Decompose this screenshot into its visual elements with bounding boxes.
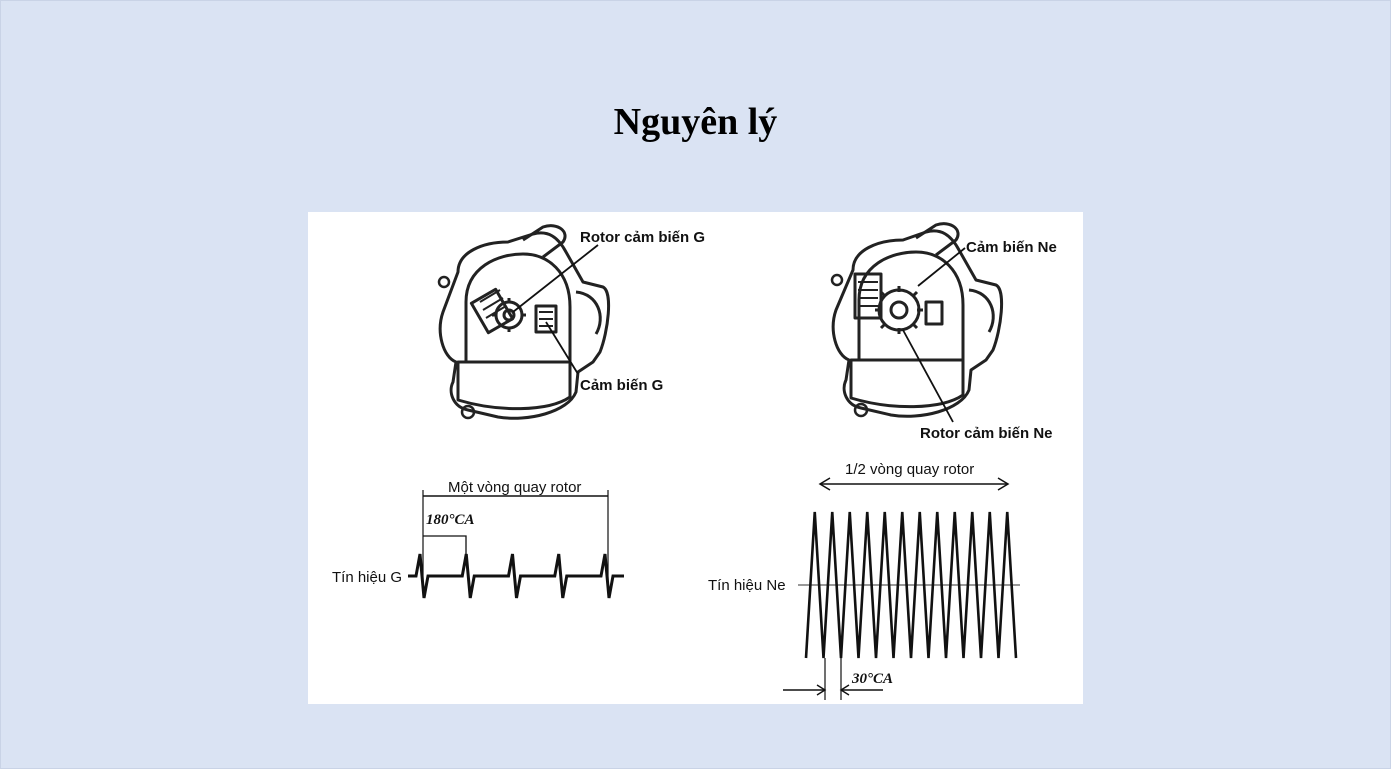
g-signal-label: Tín hiệu G [332, 569, 402, 586]
ne-30ca-left-arrowhead [816, 684, 827, 696]
sensor-ne-leader-line [917, 247, 966, 287]
sensor-diagram: Rotor cảm biến G Cảm biến G Cảm biến Ne … [332, 222, 1057, 700]
g-span-label: Một vòng quay rotor [448, 479, 581, 496]
rotor-ne-leader-line [902, 329, 954, 423]
ne-30ca-label: 30°CA [851, 671, 893, 687]
g-signal-chart: Một vòng quay rotor 180°CA Tín hiệu G [332, 479, 624, 599]
g-180ca-label: 180°CA [426, 512, 475, 528]
g-signal-waveform [408, 553, 624, 599]
sensor-g-leader-line [545, 321, 579, 375]
ne-span-right-arrow [997, 477, 1010, 491]
ne-signal-chart: 1/2 vòng quay rotor Tín hiệu Ne 30°CA [708, 461, 1020, 700]
ne-30ca-right-arrowhead [839, 684, 850, 696]
g-180ca-bracket [423, 535, 467, 562]
left-distributor-drawing [437, 224, 610, 420]
sensor-ne-label: Cảm biến Ne [966, 239, 1057, 256]
sensor-g-label: Cảm biến G [580, 377, 663, 394]
rotor-g-leader-line [512, 244, 599, 313]
slide-title: Nguyên lý [613, 101, 778, 143]
ne-span-left-arrow [818, 477, 831, 491]
ne-span-label: 1/2 vòng quay rotor [845, 461, 974, 478]
figure-panel: Rotor cảm biến G Cảm biến G Cảm biến Ne … [308, 212, 1083, 704]
ne-signal-label: Tín hiệu Ne [708, 577, 786, 594]
right-distributor-drawing [830, 222, 1003, 418]
rotor-ne-label: Rotor cảm biến Ne [920, 425, 1053, 442]
rotor-g-label: Rotor cảm biến G [580, 229, 705, 246]
